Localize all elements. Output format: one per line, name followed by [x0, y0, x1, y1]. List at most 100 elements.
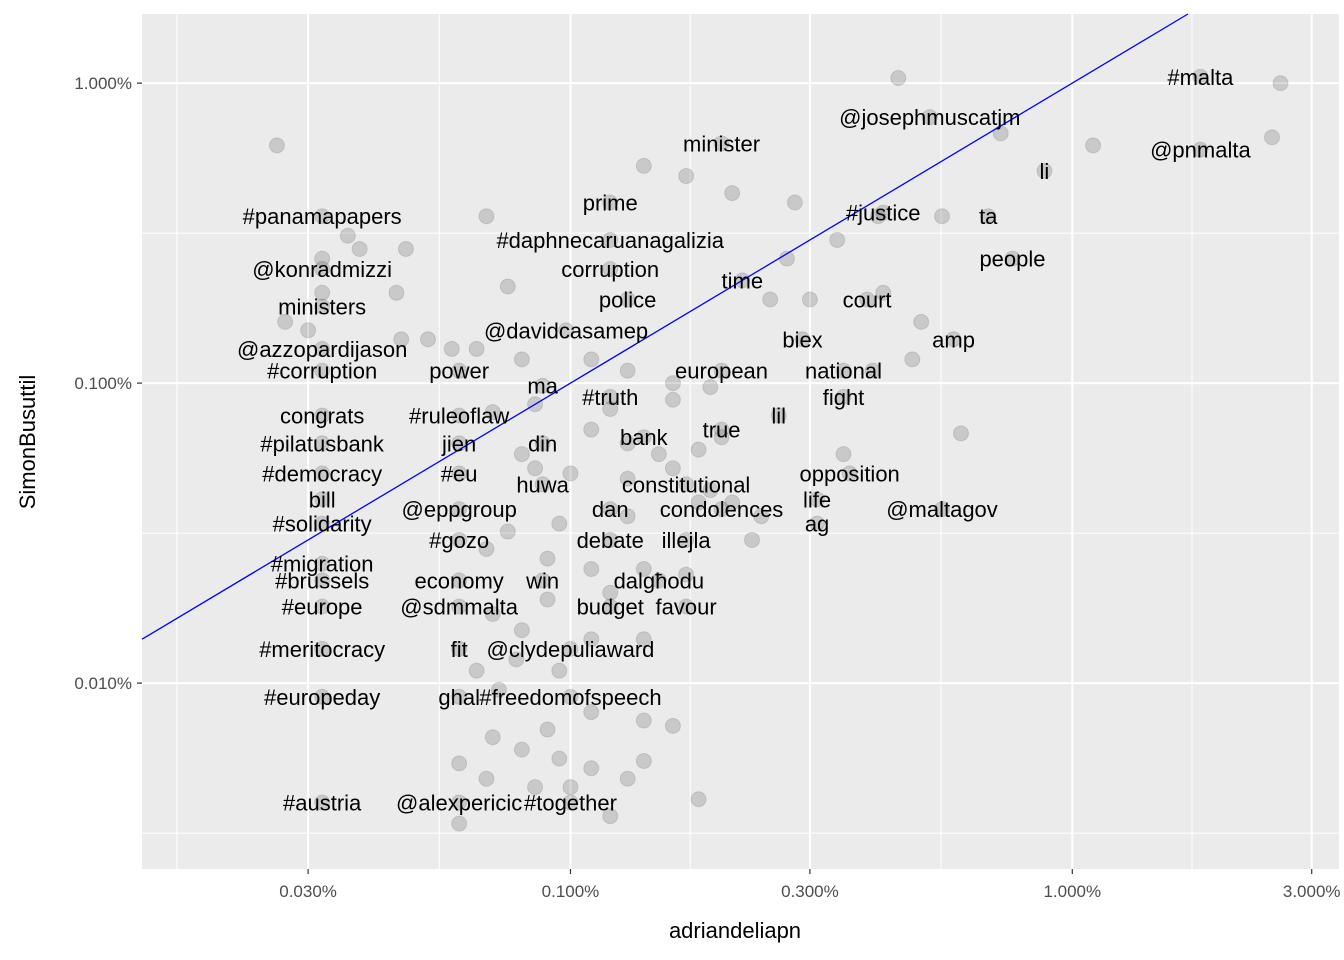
word-label: #truth	[582, 385, 638, 410]
word-label: people	[979, 247, 1045, 272]
word-label: opposition	[799, 461, 899, 486]
word-label: lil	[771, 403, 786, 428]
data-point	[490, 681, 507, 698]
word-label: fight	[823, 385, 865, 410]
data-point	[678, 476, 695, 493]
data-point	[835, 362, 852, 379]
data-point	[527, 460, 544, 477]
data-point	[678, 168, 695, 185]
word-label: #panamapapers	[243, 204, 402, 229]
data-point	[859, 291, 876, 308]
x-tick-label: 3.000%	[1283, 882, 1341, 901]
x-axis-title: adriandeliapn	[669, 918, 801, 943]
data-point	[562, 688, 579, 705]
data-point	[869, 208, 886, 225]
data-point	[678, 531, 695, 548]
word-label: #together	[524, 790, 617, 815]
data-point	[770, 407, 787, 424]
data-point	[713, 501, 730, 518]
word-label: @davidcasamep	[484, 318, 648, 343]
data-point	[602, 400, 619, 417]
data-point	[635, 752, 652, 769]
minor-gridlines	[142, 14, 1339, 869]
data-point	[314, 688, 331, 705]
word-label: condolences	[660, 497, 784, 522]
data-point	[314, 284, 331, 301]
data-point	[875, 204, 892, 221]
data-point	[664, 460, 681, 477]
data-point	[835, 388, 852, 405]
word-label: #solidarity	[273, 512, 372, 537]
data-point	[527, 779, 544, 796]
word-label: #europe	[282, 595, 363, 620]
word-label: amp	[932, 327, 975, 352]
data-point	[690, 494, 707, 511]
y-tick-label: 0.010%	[74, 674, 132, 693]
data-point	[534, 377, 551, 394]
data-point	[314, 340, 331, 357]
data-point	[602, 584, 619, 601]
data-point	[268, 137, 285, 154]
data-point	[443, 340, 460, 357]
plot-panel	[142, 14, 1339, 869]
data-point	[551, 750, 568, 767]
data-point	[980, 208, 997, 225]
data-point	[635, 157, 652, 174]
data-point	[678, 566, 695, 583]
data-point	[534, 435, 551, 452]
data-point	[583, 704, 600, 721]
word-label: budget	[577, 595, 644, 620]
data-point	[690, 441, 707, 458]
data-point	[451, 501, 468, 518]
data-point	[478, 208, 495, 225]
data-point	[300, 322, 317, 339]
x-tick-label: 1.000%	[1043, 882, 1101, 901]
data-point	[809, 515, 826, 532]
data-point	[690, 791, 707, 808]
word-label: national	[805, 359, 882, 384]
word-label: ta	[979, 204, 998, 229]
data-point	[835, 446, 852, 463]
data-point	[351, 240, 368, 257]
word-label: #eu	[441, 461, 478, 486]
word-label: police	[599, 287, 656, 312]
data-point	[635, 631, 652, 648]
word-label: jien	[441, 431, 476, 456]
data-point	[583, 561, 600, 578]
data-point	[314, 640, 331, 657]
data-point	[484, 605, 501, 622]
x-tick-label: 0.300%	[781, 882, 839, 901]
data-point	[451, 572, 468, 589]
word-label: bank	[620, 425, 669, 450]
word-label: court	[843, 287, 892, 312]
data-point	[513, 446, 530, 463]
data-point	[635, 429, 652, 446]
data-point	[451, 465, 468, 482]
data-point	[468, 662, 485, 679]
data-point	[468, 340, 485, 357]
data-point	[762, 291, 779, 308]
word-label: #justice	[846, 201, 921, 226]
data-point	[1004, 250, 1021, 267]
data-point	[724, 185, 741, 202]
data-point	[619, 470, 636, 487]
data-point	[534, 476, 551, 493]
data-point	[339, 227, 356, 244]
word-label: bill	[309, 487, 336, 512]
data-point	[713, 362, 730, 379]
data-point	[650, 572, 667, 589]
data-point	[794, 331, 811, 348]
data-point	[277, 313, 294, 330]
data-point	[393, 331, 410, 348]
data-point	[314, 362, 331, 379]
data-point	[583, 421, 600, 438]
y-axis-title: SimonBusuttil	[15, 375, 40, 510]
data-point	[451, 794, 468, 811]
data-point	[484, 729, 501, 746]
data-point	[1272, 75, 1289, 92]
data-point	[602, 261, 619, 278]
data-point	[451, 815, 468, 832]
data-point	[664, 717, 681, 734]
data-point	[619, 770, 636, 787]
